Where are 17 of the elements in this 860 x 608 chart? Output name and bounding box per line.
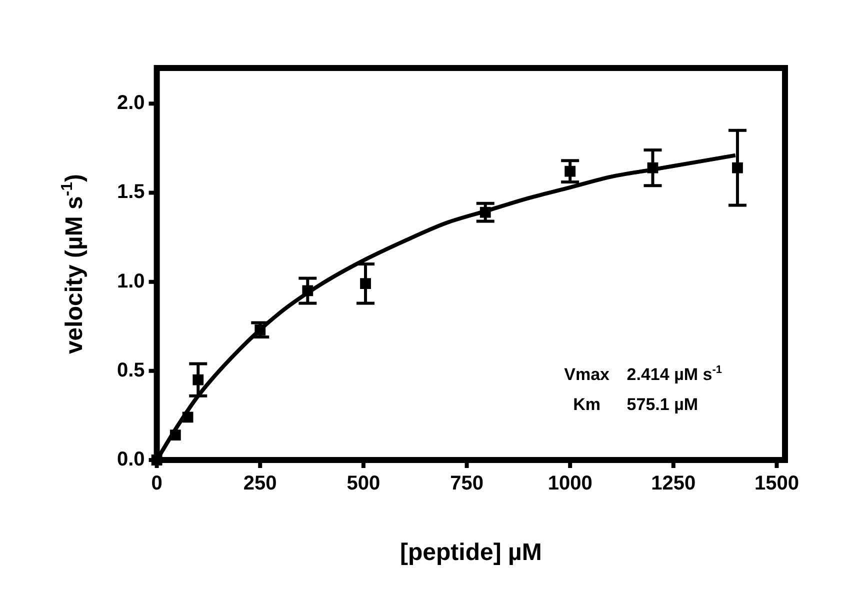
y-axis-title: velocity (µM s-1) xyxy=(59,174,88,354)
y-tick-label: 0.5 xyxy=(116,359,145,382)
y-tick-label: 1.0 xyxy=(116,270,145,292)
y-tick-label: 1.5 xyxy=(116,181,145,204)
x-tick-label: 500 xyxy=(346,472,380,495)
point xyxy=(170,430,181,441)
x-tick-label: 1000 xyxy=(548,472,592,495)
point xyxy=(182,412,194,423)
x-tick-label: 0 xyxy=(151,472,162,495)
x-tick-label: 1500 xyxy=(754,472,799,495)
y-tick-label: 0.0 xyxy=(116,448,145,471)
text: Km 575.1 µM xyxy=(573,395,698,414)
x-tick-label: 750 xyxy=(450,472,484,495)
x-axis-title: [peptide] µM xyxy=(400,539,542,566)
x-tick-label: 250 xyxy=(243,472,277,495)
x-tick-label: 1250 xyxy=(651,472,696,495)
y-tick-label: 2.0 xyxy=(116,92,145,114)
